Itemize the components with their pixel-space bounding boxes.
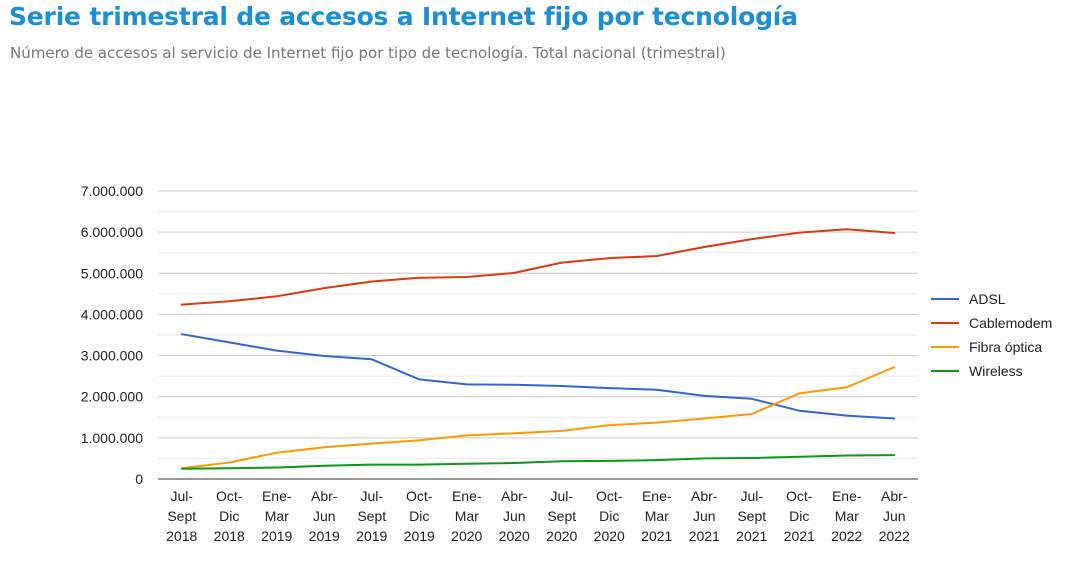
series-line-cablemodem[interactable] — [180, 228, 896, 306]
x-tick-label: Oct- Dic 2021 — [784, 488, 815, 544]
y-tick-label: 2.000.000 — [81, 389, 143, 405]
y-tick-label: 6.000.000 — [81, 224, 143, 240]
y-tick-label: 4.000.000 — [81, 306, 143, 322]
y-tick-label: 7.000.000 — [81, 183, 143, 199]
x-axis-labels: Jul- Sept 2018 Oct- Dic 2018 Ene- Mar 2019 Abr- Ju… — [166, 488, 910, 544]
x-tick-label-line: Jul- — [550, 488, 573, 504]
x-tick-label-line: Ene- — [452, 488, 482, 504]
x-tick-label-line: Jul- — [740, 488, 763, 504]
y-tick-label: 0 — [135, 471, 143, 487]
y-tick-label: 3.000.000 — [81, 348, 143, 364]
x-tick-label-line: Jun — [313, 508, 336, 524]
x-tick-label-line: 2018 — [214, 528, 245, 544]
x-tick-label-line: Jun — [503, 508, 526, 524]
x-tick-label-line: Abr- — [311, 488, 338, 504]
y-tick-label: 1.000.000 — [81, 430, 143, 446]
chart-subtitle: Número de accesos al servicio de Interne… — [10, 44, 726, 62]
legend-label: ADSL — [969, 291, 1006, 307]
legend-item[interactable]: Wireless — [931, 363, 1023, 379]
x-tick-label-line: 2020 — [499, 528, 530, 544]
x-tick-label: Oct- Dic 2019 — [404, 488, 435, 544]
x-tick-label-line: Jun — [693, 508, 716, 524]
series-lines — [180, 228, 896, 470]
series-line-fibra-ptica[interactable] — [180, 366, 896, 470]
legend-label: Wireless — [969, 363, 1023, 379]
x-tick-label-line: Jun — [883, 508, 906, 524]
legend-item[interactable]: Fibra óptica — [931, 339, 1042, 355]
x-tick-label-line: 2019 — [356, 528, 387, 544]
x-tick-label-line: Jul- — [360, 488, 383, 504]
x-tick-label-line: 2021 — [736, 528, 767, 544]
gridlines — [158, 190, 918, 480]
x-tick-label: Abr- Jun 2019 — [309, 488, 340, 544]
x-tick-label: Ene- Mar 2022 — [831, 488, 862, 544]
x-tick-label-line: Sept — [737, 508, 766, 524]
x-tick-label-line: Dic — [789, 508, 809, 524]
x-tick-label: Ene- Mar 2019 — [261, 488, 292, 544]
x-tick-label-line: Mar — [455, 508, 479, 524]
x-tick-label: Oct- Dic 2018 — [214, 488, 245, 544]
x-tick-label-line: Oct- — [406, 488, 433, 504]
x-tick-label-line: Mar — [265, 508, 289, 524]
x-tick-label-line: 2018 — [166, 528, 197, 544]
x-tick-label-line: Oct- — [596, 488, 623, 504]
x-tick-label-line: Jul- — [170, 488, 193, 504]
x-tick-label-line: Abr- — [881, 488, 908, 504]
legend-item[interactable]: Cablemodem — [931, 315, 1052, 331]
x-tick-label-line: Dic — [219, 508, 239, 524]
x-tick-label: Abr- Jun 2021 — [689, 488, 720, 544]
x-tick-label-line: Mar — [835, 508, 859, 524]
x-tick-label: Jul- Sept 2021 — [736, 488, 767, 544]
x-tick-label-line: Sept — [547, 508, 576, 524]
x-tick-label-line: Ene- — [642, 488, 672, 504]
x-tick-label-line: Ene- — [832, 488, 862, 504]
x-tick-label: Jul- Sept 2018 — [166, 488, 197, 544]
x-tick-label: Jul- Sept 2020 — [546, 488, 577, 544]
x-tick-label-line: 2019 — [404, 528, 435, 544]
x-tick-label-line: Sept — [357, 508, 386, 524]
x-tick-label: Jul- Sept 2019 — [356, 488, 387, 544]
y-axis-labels: 0 1.000.000 2.000.000 3.000.000 4.000.000 5.0… — [81, 183, 144, 487]
x-tick-label-line: 2021 — [641, 528, 672, 544]
x-tick-label: Ene- Mar 2020 — [451, 488, 482, 544]
chart-title: Serie trimestral de accesos a Internet f… — [9, 2, 798, 31]
x-tick-label-line: 2020 — [546, 528, 577, 544]
series-line-wireless[interactable] — [180, 454, 896, 470]
x-tick-label-line: 2021 — [784, 528, 815, 544]
x-tick-label-line: Dic — [409, 508, 429, 524]
x-tick-label: Ene- Mar 2021 — [641, 488, 672, 544]
x-tick-label-line: Dic — [599, 508, 619, 524]
x-tick-label-line: 2021 — [689, 528, 720, 544]
x-tick-label-line: Abr- — [691, 488, 718, 504]
x-tick-label: Abr- Jun 2020 — [499, 488, 530, 544]
x-tick-label-line: 2022 — [831, 528, 862, 544]
x-tick-label: Abr- Jun 2022 — [879, 488, 910, 544]
x-tick-label-line: Sept — [167, 508, 196, 524]
x-tick-label-line: 2022 — [879, 528, 910, 544]
x-tick-label-line: Oct- — [216, 488, 243, 504]
legend-label: Fibra óptica — [969, 339, 1042, 355]
x-tick-label-line: Abr- — [501, 488, 528, 504]
legend[interactable]: ADSL Cablemodem Fibra óptica Wireless — [931, 291, 1052, 379]
x-tick-label-line: Ene- — [262, 488, 292, 504]
y-tick-label: 5.000.000 — [81, 265, 143, 281]
legend-item[interactable]: ADSL — [931, 291, 1006, 307]
x-tick-label-line: 2020 — [451, 528, 482, 544]
x-tick-label-line: 2019 — [309, 528, 340, 544]
x-tick-label-line: 2019 — [261, 528, 292, 544]
x-tick-label-line: 2020 — [594, 528, 625, 544]
legend-label: Cablemodem — [969, 315, 1052, 331]
x-tick-label: Oct- Dic 2020 — [594, 488, 625, 544]
x-tick-label-line: Mar — [645, 508, 669, 524]
x-tick-label-line: Oct- — [786, 488, 813, 504]
